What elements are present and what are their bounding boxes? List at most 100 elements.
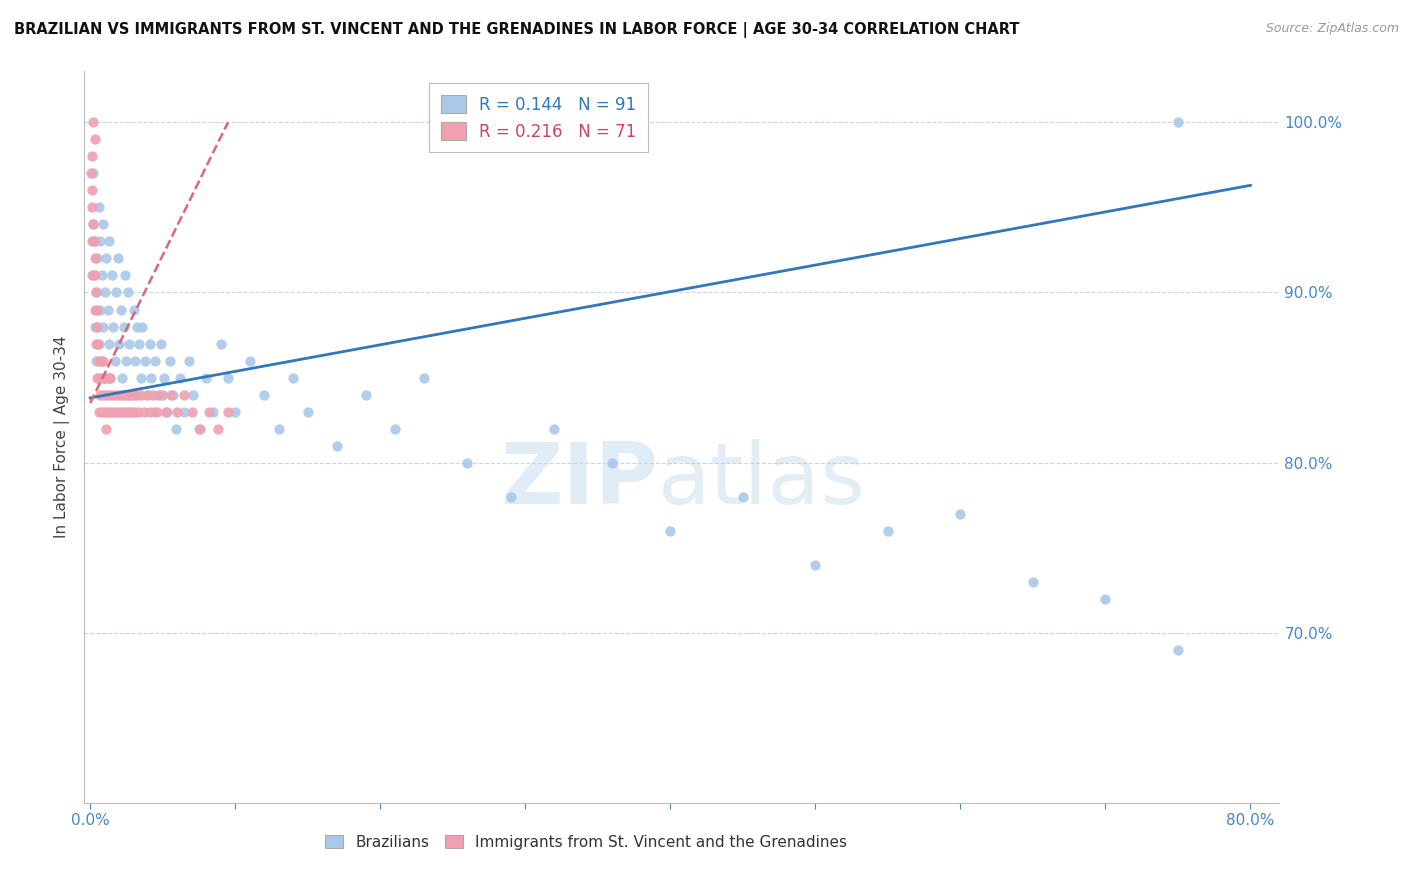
Point: [224, 404, 246, 418]
Point: [110, 302, 132, 317]
Point: [82, 166, 104, 180]
Point: [125, 319, 148, 334]
Point: [80, 149, 103, 163]
Text: ZIP: ZIP: [501, 440, 658, 523]
Point: [120, 387, 142, 401]
Point: [86, 370, 108, 384]
Point: [731, 490, 754, 504]
Point: [127, 404, 149, 418]
Point: [83, 302, 105, 317]
Point: [108, 336, 131, 351]
Point: [1167, 642, 1189, 657]
Point: [100, 370, 122, 384]
Y-axis label: In Labor Force | Age 30-34: In Labor Force | Age 30-34: [55, 335, 70, 539]
Point: [86, 252, 108, 266]
Point: [90, 353, 112, 368]
Point: [87, 336, 110, 351]
Point: [80, 268, 103, 283]
Point: [169, 370, 191, 384]
Point: [89, 370, 111, 384]
Point: [659, 524, 682, 538]
Point: [124, 387, 146, 401]
Point: [217, 404, 239, 418]
Point: [104, 387, 127, 401]
Point: [94, 252, 117, 266]
Point: [122, 404, 145, 418]
Point: [180, 404, 202, 418]
Point: [111, 404, 134, 418]
Point: [111, 370, 134, 384]
Point: [150, 336, 173, 351]
Point: [543, 421, 565, 435]
Point: [146, 404, 169, 418]
Point: [143, 404, 166, 418]
Point: [101, 268, 124, 283]
Point: [217, 370, 239, 384]
Point: [84, 268, 107, 283]
Point: [128, 336, 150, 351]
Point: [94, 387, 117, 401]
Point: [949, 507, 972, 521]
Point: [384, 421, 406, 435]
Point: [198, 404, 221, 418]
Point: [153, 370, 176, 384]
Point: [283, 370, 305, 384]
Point: [90, 268, 112, 283]
Point: [122, 302, 145, 317]
Point: [104, 353, 127, 368]
Point: [117, 404, 139, 418]
Point: [83, 319, 105, 334]
Point: [134, 353, 156, 368]
Point: [101, 387, 124, 401]
Point: [195, 370, 218, 384]
Point: [112, 319, 135, 334]
Point: [145, 353, 167, 368]
Point: [91, 218, 114, 232]
Point: [91, 319, 114, 334]
Point: [105, 285, 128, 300]
Point: [131, 319, 153, 334]
Point: [207, 421, 229, 435]
Point: [87, 336, 110, 351]
Text: atlas: atlas: [658, 440, 866, 523]
Point: [1167, 115, 1189, 129]
Point: [97, 404, 120, 418]
Point: [98, 336, 121, 351]
Point: [84, 285, 107, 300]
Legend: Brazilians, Immigrants from St. Vincent and the Grenadines: Brazilians, Immigrants from St. Vincent …: [318, 827, 855, 857]
Point: [115, 387, 138, 401]
Point: [83, 235, 105, 249]
Point: [110, 387, 132, 401]
Point: [148, 387, 170, 401]
Point: [121, 387, 143, 401]
Point: [84, 285, 107, 300]
Point: [98, 387, 121, 401]
Point: [103, 404, 125, 418]
Point: [297, 404, 319, 418]
Point: [83, 235, 105, 249]
Point: [82, 218, 104, 232]
Point: [89, 387, 111, 401]
Point: [267, 421, 290, 435]
Point: [87, 404, 110, 418]
Point: [83, 252, 105, 266]
Point: [97, 302, 120, 317]
Point: [107, 252, 129, 266]
Point: [91, 387, 114, 401]
Point: [181, 387, 204, 401]
Point: [86, 319, 108, 334]
Point: [90, 370, 112, 384]
Point: [97, 370, 120, 384]
Point: [600, 456, 623, 470]
Point: [138, 404, 160, 418]
Point: [132, 404, 155, 418]
Point: [90, 404, 112, 418]
Point: [107, 387, 129, 401]
Point: [150, 387, 173, 401]
Point: [135, 387, 157, 401]
Point: [120, 404, 142, 418]
Point: [80, 166, 103, 180]
Point: [239, 353, 262, 368]
Point: [138, 336, 160, 351]
Point: [162, 387, 184, 401]
